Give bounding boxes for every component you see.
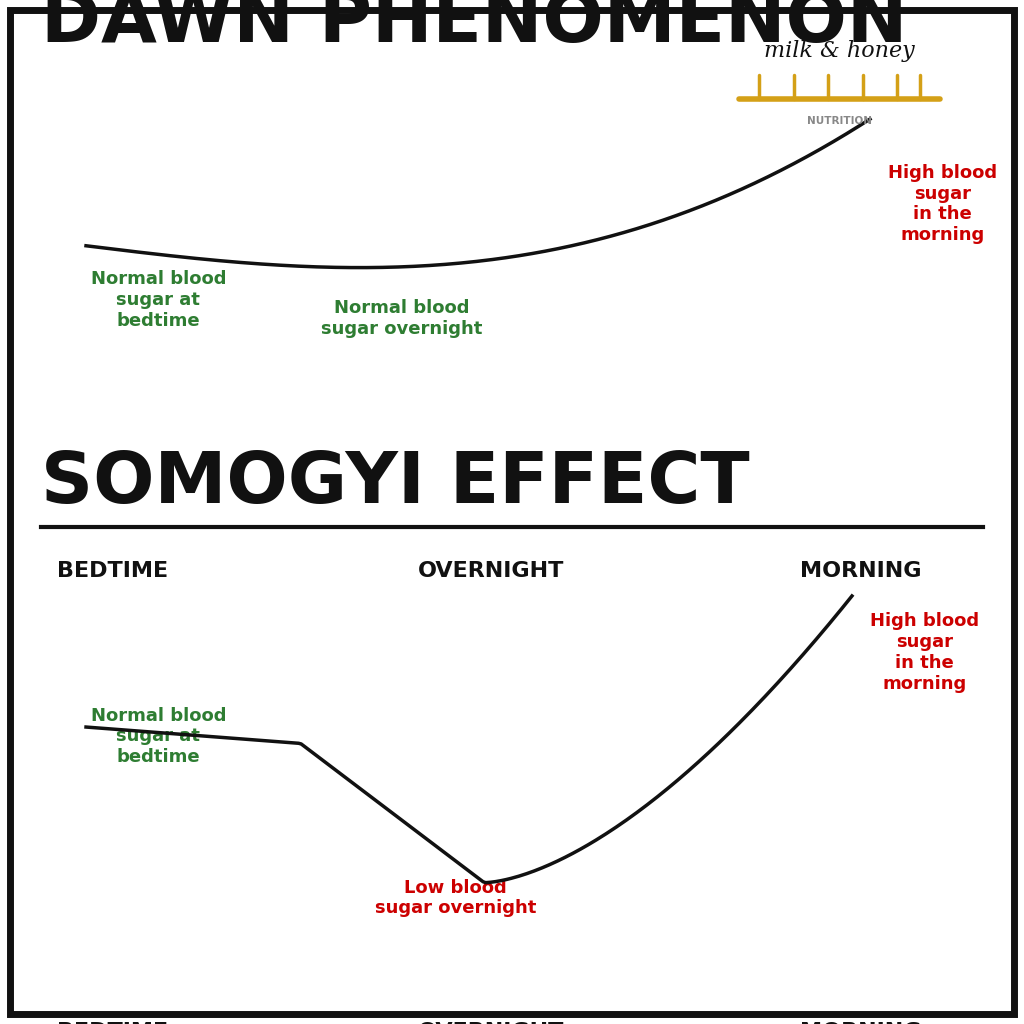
Text: High blood
sugar
in the
morning: High blood sugar in the morning: [888, 164, 997, 245]
Text: SOMOGYI EFFECT: SOMOGYI EFFECT: [41, 449, 750, 517]
Text: Normal blood
sugar at
bedtime: Normal blood sugar at bedtime: [90, 270, 226, 330]
Text: OVERNIGHT: OVERNIGHT: [419, 1022, 564, 1024]
Text: BEDTIME: BEDTIME: [57, 1022, 169, 1024]
Text: MORNING: MORNING: [800, 1022, 922, 1024]
Text: OVERNIGHT: OVERNIGHT: [419, 561, 564, 582]
Text: milk & honey: milk & honey: [764, 40, 915, 62]
Text: DAWN PHENOMENON: DAWN PHENOMENON: [41, 0, 907, 56]
Text: High blood
sugar
in the
morning: High blood sugar in the morning: [870, 612, 979, 693]
Text: Normal blood
sugar at
bedtime: Normal blood sugar at bedtime: [90, 707, 226, 766]
Text: MORNING: MORNING: [800, 561, 922, 582]
Text: BEDTIME: BEDTIME: [57, 561, 169, 582]
Text: Normal blood
sugar overnight: Normal blood sugar overnight: [321, 299, 482, 338]
Text: NUTRITION: NUTRITION: [807, 116, 872, 126]
Text: Low blood
sugar overnight: Low blood sugar overnight: [375, 879, 537, 918]
